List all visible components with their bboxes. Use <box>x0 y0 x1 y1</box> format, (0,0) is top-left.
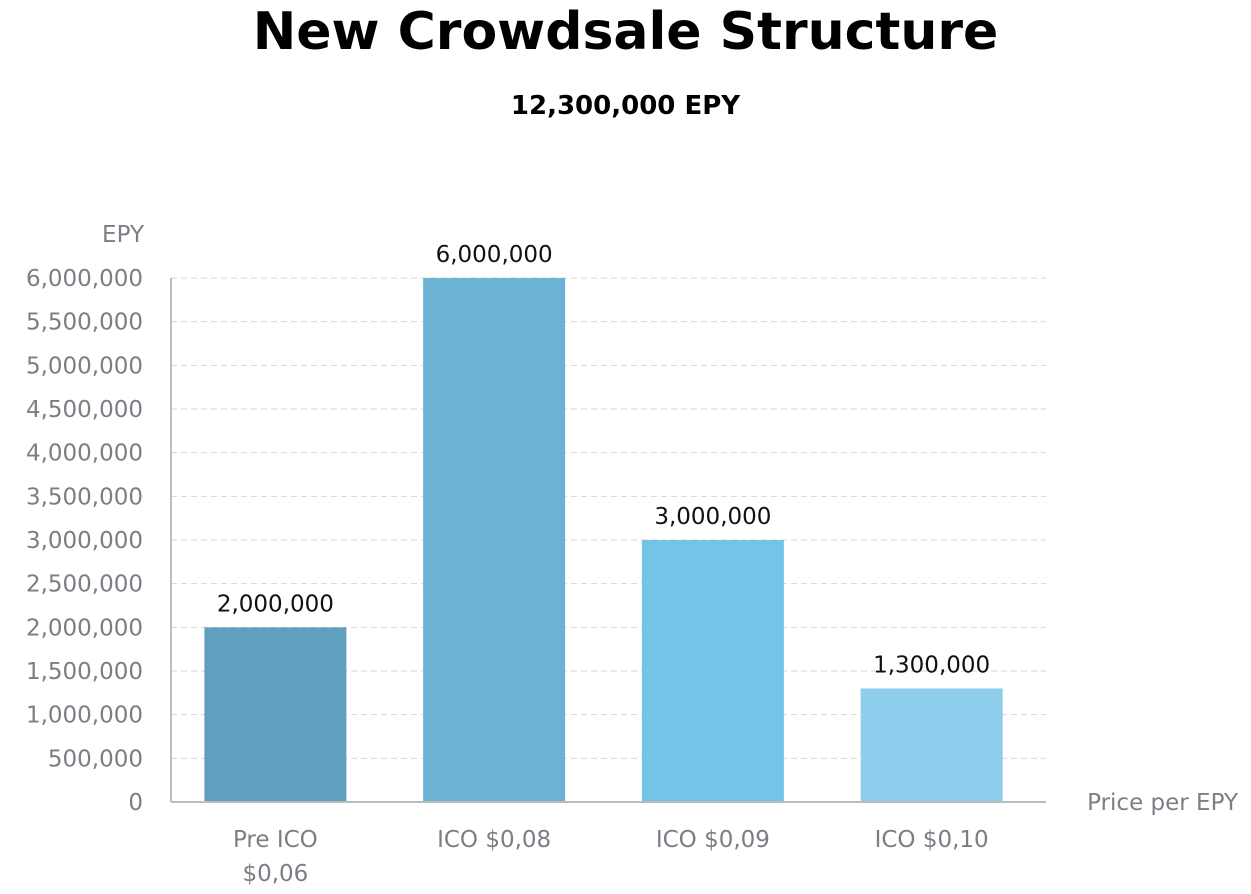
data-label: 6,000,000 <box>436 242 553 268</box>
y-tick-label: 5,500,000 <box>26 310 143 336</box>
bar <box>641 540 784 802</box>
data-label: 1,300,000 <box>873 652 990 678</box>
chart-subtitle: 12,300,000 EPY <box>510 91 741 121</box>
bar <box>204 627 347 802</box>
y-tick-label: 0 <box>128 790 143 816</box>
x-tick-label: ICO $0,10 <box>875 827 989 853</box>
y-tick-label: 3,000,000 <box>26 528 143 554</box>
bar <box>860 688 1003 802</box>
x-tick-label: Pre ICO <box>233 827 318 853</box>
x-tick-label: ICO $0,09 <box>656 827 770 853</box>
labels: 0 500,000 1,000,000 1,500,000 2,000,000 2,500… <box>26 222 1239 887</box>
bar <box>423 278 566 802</box>
y-tick-label: 5,000,000 <box>26 353 143 379</box>
x-tick-label: ICO $0,08 <box>437 827 551 853</box>
x-tick-label: $0,06 <box>242 861 308 887</box>
y-tick-label: 4,500,000 <box>26 397 143 423</box>
y-tick-label: 2,000,000 <box>26 615 143 641</box>
y-tick-label: 6,000,000 <box>26 266 143 292</box>
y-tick-label: 1,000,000 <box>26 703 143 729</box>
x-axis-title: Price per EPY <box>1087 790 1239 816</box>
bars <box>204 278 1003 802</box>
y-axis-title: EPY <box>102 222 145 248</box>
chart-title: New Crowdsale Structure <box>252 2 999 62</box>
axes <box>170 278 1046 803</box>
y-tick-label: 2,500,000 <box>26 572 143 598</box>
y-tick-label: 500,000 <box>48 746 143 772</box>
y-tick-label: 4,000,000 <box>26 441 143 467</box>
data-label: 2,000,000 <box>217 591 334 617</box>
y-tick-label: 1,500,000 <box>26 659 143 685</box>
y-tick-label: 3,500,000 <box>26 484 143 510</box>
data-label: 3,000,000 <box>654 504 771 530</box>
